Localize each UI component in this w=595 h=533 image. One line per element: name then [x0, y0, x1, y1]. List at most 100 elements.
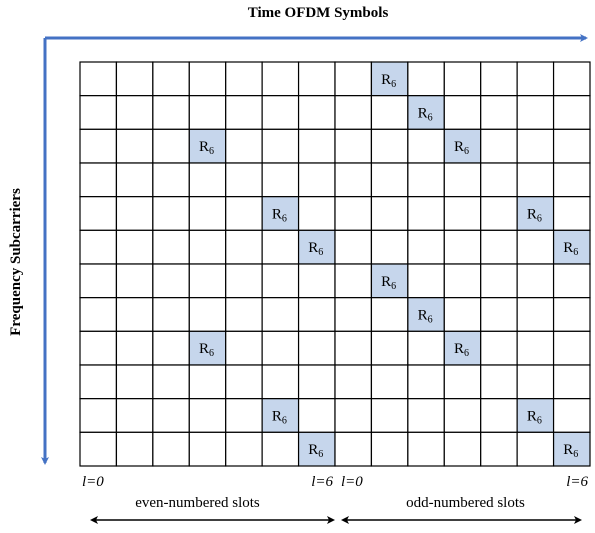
grid-cell [188, 95, 227, 130]
grid-cell [79, 196, 118, 231]
grid-cell [297, 95, 336, 130]
grid-cell [480, 229, 518, 265]
grid-cell [79, 95, 118, 130]
rs-letter: R [418, 308, 428, 324]
grid-cell [370, 95, 409, 130]
grid-cell [552, 398, 591, 433]
grid-cell [334, 398, 373, 433]
time-axis-label: Time OFDM Symbols [248, 5, 389, 21]
grid-cell [261, 229, 300, 265]
grid-cell [443, 297, 482, 332]
grid-cell [79, 297, 118, 332]
grid-cell [261, 431, 300, 467]
grid-cell [79, 128, 118, 164]
rs-letter: R [381, 274, 391, 290]
grid-cell [480, 95, 518, 130]
grid-cell [261, 263, 300, 299]
grid-cell [370, 162, 409, 198]
grid-cell [79, 364, 118, 400]
grid-cell [552, 128, 591, 164]
grid-cell [297, 162, 336, 198]
grid-cell [152, 431, 190, 467]
reference-signal: R6 [563, 442, 578, 460]
grid-cell [407, 229, 445, 265]
grid-cell [407, 263, 445, 299]
grid-cell [115, 95, 154, 130]
grid-cell [334, 196, 373, 231]
grid-cell [115, 61, 154, 97]
grid-cell [225, 398, 263, 433]
grid-cell [552, 229, 591, 265]
slot-caption: odd-numbered slots [406, 495, 525, 511]
rs-letter: R [454, 139, 464, 155]
grid-cell [152, 263, 190, 299]
grid-cell [297, 263, 336, 299]
grid-cell [261, 128, 300, 164]
rs-letter: R [527, 207, 537, 223]
rs-subscript: 6 [537, 416, 542, 427]
rs-subscript: 6 [391, 281, 396, 292]
grid-cell [79, 398, 118, 433]
grid-cell [370, 128, 409, 164]
rs-subscript: 6 [318, 449, 323, 460]
rs-letter: R [308, 442, 318, 458]
grid-cell [115, 297, 154, 332]
grid-cell [188, 297, 227, 332]
grid-cell [480, 297, 518, 332]
grid-cell [297, 229, 336, 265]
grid-cell [188, 398, 227, 433]
grid-cell [443, 196, 482, 231]
grid-cell [79, 61, 118, 97]
grid-cell [297, 297, 336, 332]
grid-cell [225, 364, 263, 400]
grid-cell [480, 263, 518, 299]
grid-cell [443, 330, 482, 366]
rs-subscript: 6 [391, 79, 396, 90]
grid-cell [115, 263, 154, 299]
grid-cell [152, 162, 190, 198]
grid-cell [370, 398, 409, 433]
grid-cell [407, 162, 445, 198]
grid-cell [152, 229, 190, 265]
grid-cell [115, 128, 154, 164]
grid-cell [225, 61, 263, 97]
grid-cell [115, 364, 154, 400]
grid-cell [115, 330, 154, 366]
grid-cell [79, 330, 118, 366]
grid-cell [370, 196, 409, 231]
rs-letter: R [272, 207, 282, 223]
grid-cell [297, 431, 336, 467]
grid-cell [516, 162, 555, 198]
grid-cell [516, 330, 555, 366]
grid-cell [516, 128, 555, 164]
rs-subscript: 6 [537, 214, 542, 225]
grid-cell [79, 229, 118, 265]
grid-cell [261, 95, 300, 130]
grid-cell [115, 229, 154, 265]
grid-cell [188, 431, 227, 467]
grid-cell [480, 364, 518, 400]
reference-signal: R6 [381, 72, 396, 90]
grid-cell [516, 95, 555, 130]
grid-cell [516, 61, 555, 97]
grid-cell [188, 364, 227, 400]
reference-signal: R6 [199, 341, 214, 359]
reference-signal: R6 [199, 139, 214, 157]
reference-signal: R6 [527, 207, 542, 225]
grid-cell [261, 162, 300, 198]
grid-cell [370, 229, 409, 265]
grid-cell [480, 61, 518, 97]
grid-cell [552, 61, 591, 97]
grid-cell [480, 431, 518, 467]
rs-subscript: 6 [464, 146, 469, 157]
rs-letter: R [454, 341, 464, 357]
grid-cell [370, 297, 409, 332]
grid-cell [370, 263, 409, 299]
reference-signal: R6 [454, 341, 469, 359]
slot-end: l=6 [566, 474, 588, 490]
grid-cell [443, 364, 482, 400]
grid-cell [407, 398, 445, 433]
grid-cell [225, 330, 263, 366]
reference-signal: R6 [308, 442, 323, 460]
